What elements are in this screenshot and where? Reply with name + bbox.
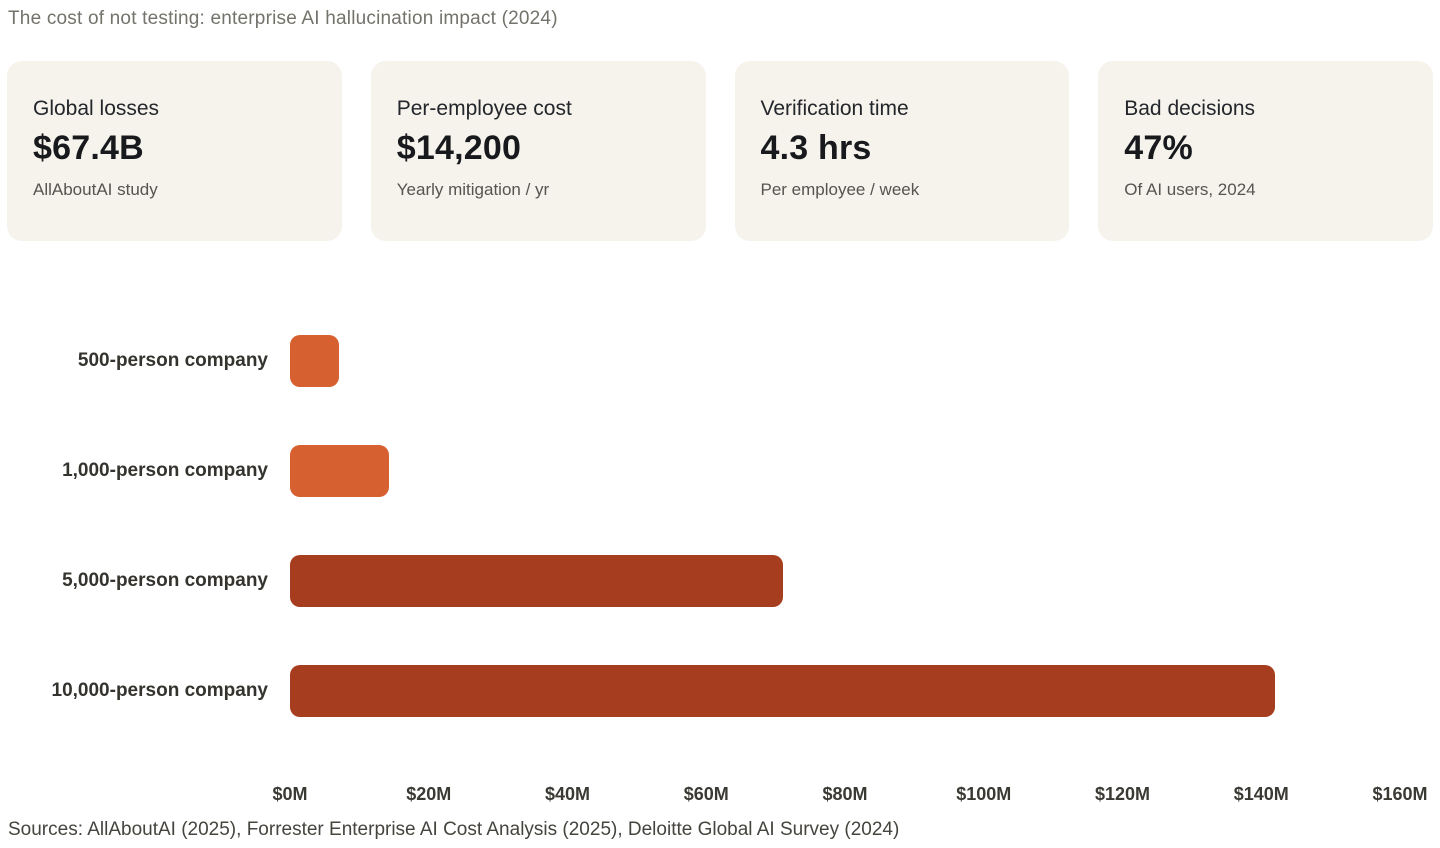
stat-subtext: Of AI users, 2024 [1124,180,1256,199]
bar-track [290,445,1400,497]
bar-track [290,665,1400,717]
bar-track [290,555,1400,607]
stat-card-per-employee-cost: Per-employee cost $14,200 Yearly mitigat… [370,61,706,241]
stat-card-global-losses: Global losses $67.4B AllAboutAI study [7,61,342,241]
stat-label: Verification time [760,97,909,120]
x-axis-tick: $60M [683,784,729,804]
cost-bar-chart: 500-person company 1,000-person company 5,… [0,306,1440,814]
chart-row: 1,000-person company [0,416,1440,526]
stat-cards: Global losses $67.4B AllAboutAI study Pe… [7,61,1433,241]
sources-footer: Sources: AllAboutAI (2025), Forrester En… [8,819,900,840]
category-label: 500-person company [77,350,268,371]
stat-subtext: Yearly mitigation / yr [396,180,550,199]
stat-subtext: Per employee / week [760,180,920,199]
stat-value: 4.3 hrs [760,129,872,167]
stat-value: $67.4B [33,129,144,167]
x-axis: $0M $20M $40M $60M $80M $100M $120M $140M $160M [272,784,1427,814]
x-axis-tick: $20M [406,784,452,804]
stat-card-verification-time: Verification time 4.3 hrs Per employee /… [734,61,1070,241]
x-axis-tick: $140M [1233,784,1289,804]
bar-track [290,335,1400,387]
x-axis-tick: $160M [1372,784,1428,804]
page-title: The cost of not testing: enterprise AI h… [8,8,558,29]
bar-segment [290,335,340,387]
x-axis-tick: $80M [822,784,868,804]
stat-value: 47% [1124,129,1193,167]
bar-segment [290,445,389,497]
stat-label: Per-employee cost [396,97,572,120]
stat-label: Bad decisions [1124,97,1255,120]
bar-segment [290,555,783,607]
stat-label: Global losses [33,97,160,120]
stat-subtext: AllAboutAI study [33,180,158,199]
category-label: 5,000-person company [62,570,268,591]
x-axis-tick: $120M [1094,784,1151,804]
bar-rows: 500-person company 1,000-person company 5,… [0,306,1440,746]
bar-segment [290,665,1276,717]
category-label: 1,000-person company [62,460,268,481]
chart-row: 5,000-person company [0,526,1440,636]
x-axis-tick: $100M [956,784,1012,804]
chart-row: 10,000-person company [0,636,1440,746]
chart-row: 500-person company [0,306,1440,416]
stat-value: $14,200 [396,129,522,167]
x-axis-tick: $0M [272,784,308,804]
stat-card-bad-decisions: Bad decisions 47% Of AI users, 2024 [1098,61,1433,241]
category-label: 10,000-person company [51,680,268,701]
x-axis-tick: $40M [544,784,591,804]
